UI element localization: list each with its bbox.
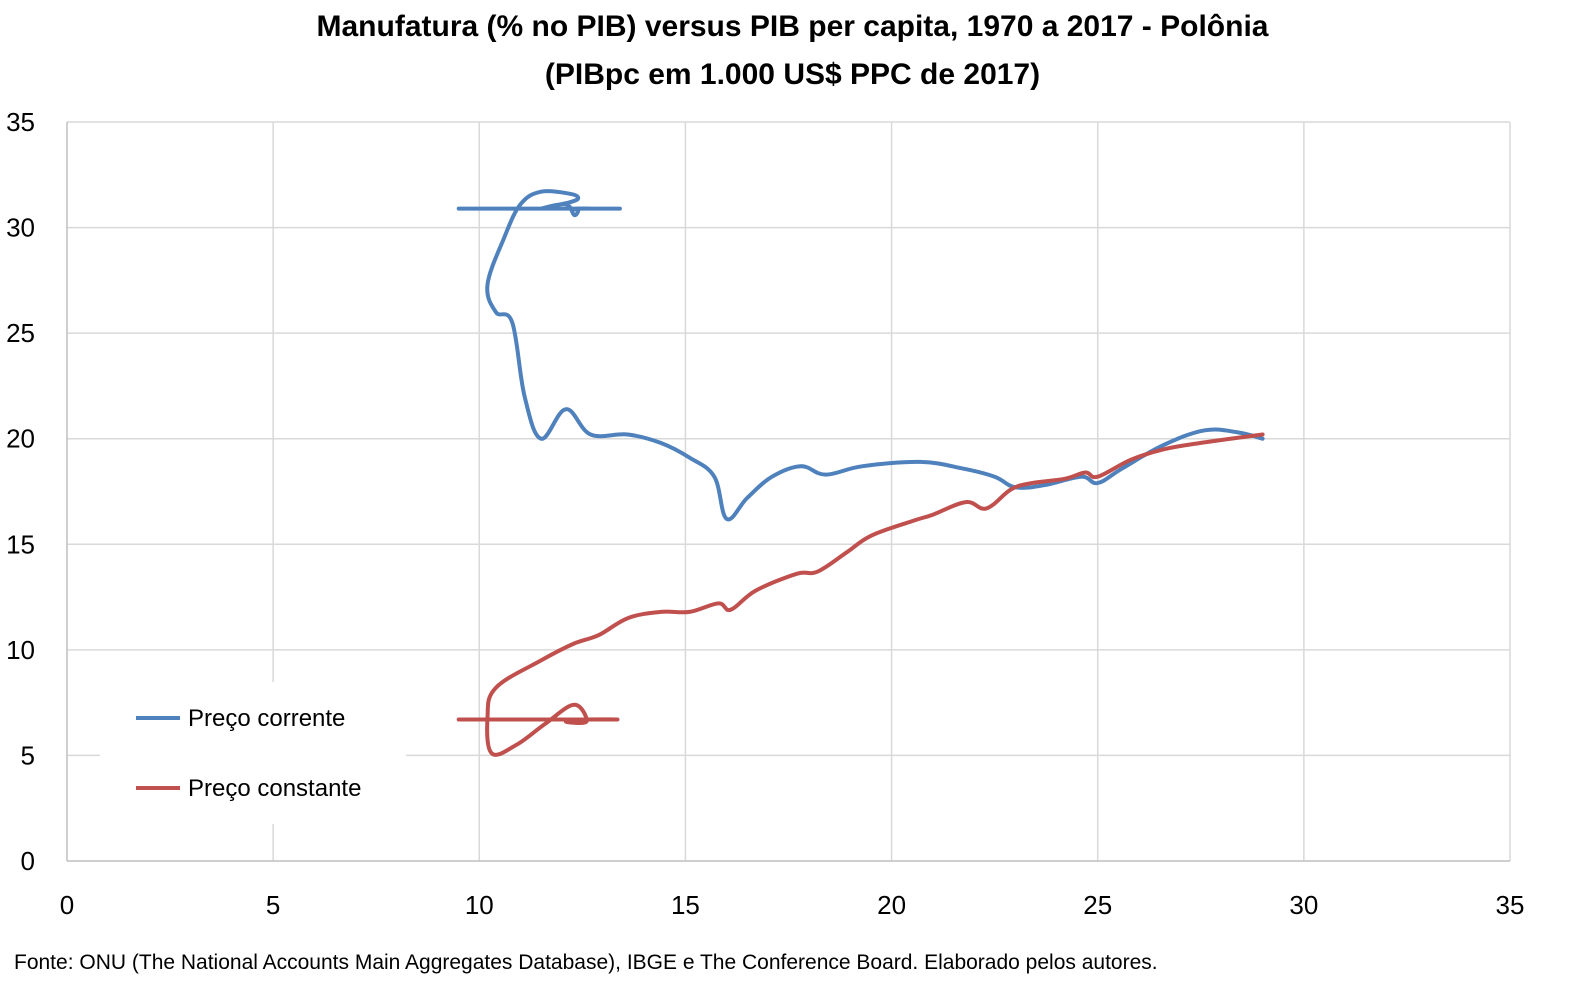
source-note: Fonte: ONU (The National Accounts Main A… bbox=[14, 951, 1158, 974]
chart-plot: 0 5 10 15 20 25 30 35 0 5 10 15 20 25 30 35 Preço corre… bbox=[6, 107, 1524, 920]
legend-label-preco-constante: Preço constante bbox=[188, 775, 361, 802]
axes bbox=[66, 122, 1510, 862]
x-tick-label: 10 bbox=[465, 890, 494, 920]
x-tick-label: 35 bbox=[1496, 890, 1525, 920]
legend-label-preco-corrente: Preço corrente bbox=[188, 705, 345, 732]
x-tick-label: 15 bbox=[671, 890, 700, 920]
y-tick-label: 10 bbox=[6, 635, 35, 665]
y-tick-label: 5 bbox=[21, 740, 35, 770]
legend-background bbox=[100, 682, 406, 824]
x-tick-label: 30 bbox=[1289, 890, 1318, 920]
y-tick-label: 20 bbox=[6, 424, 35, 454]
y-tick-label: 30 bbox=[6, 213, 35, 243]
y-tick-label: 35 bbox=[6, 107, 35, 137]
tick-labels: 0 5 10 15 20 25 30 35 0 5 10 15 20 25 30 35 bbox=[6, 107, 1524, 920]
y-tick-label: 25 bbox=[6, 318, 35, 348]
series-line-preco-corrente bbox=[456, 189, 1265, 522]
y-tick-label: 15 bbox=[6, 529, 35, 559]
grid bbox=[67, 121, 1511, 861]
legend: Preço corrente Preço constante bbox=[100, 682, 406, 824]
y-tick-label: 0 bbox=[21, 846, 35, 876]
chart-title-line-1: Manufatura (% no PIB) versus PIB per cap… bbox=[316, 10, 1269, 43]
x-tick-label: 25 bbox=[1083, 890, 1112, 920]
x-tick-label: 20 bbox=[877, 890, 906, 920]
series-lines bbox=[456, 189, 1265, 757]
x-tick-label: 0 bbox=[60, 890, 74, 920]
x-tick-label: 5 bbox=[266, 890, 280, 920]
chart-title-line-2: (PIBpc em 1.000 US$ PPC de 2017) bbox=[544, 58, 1041, 91]
series-line-preco-constante bbox=[456, 432, 1265, 757]
